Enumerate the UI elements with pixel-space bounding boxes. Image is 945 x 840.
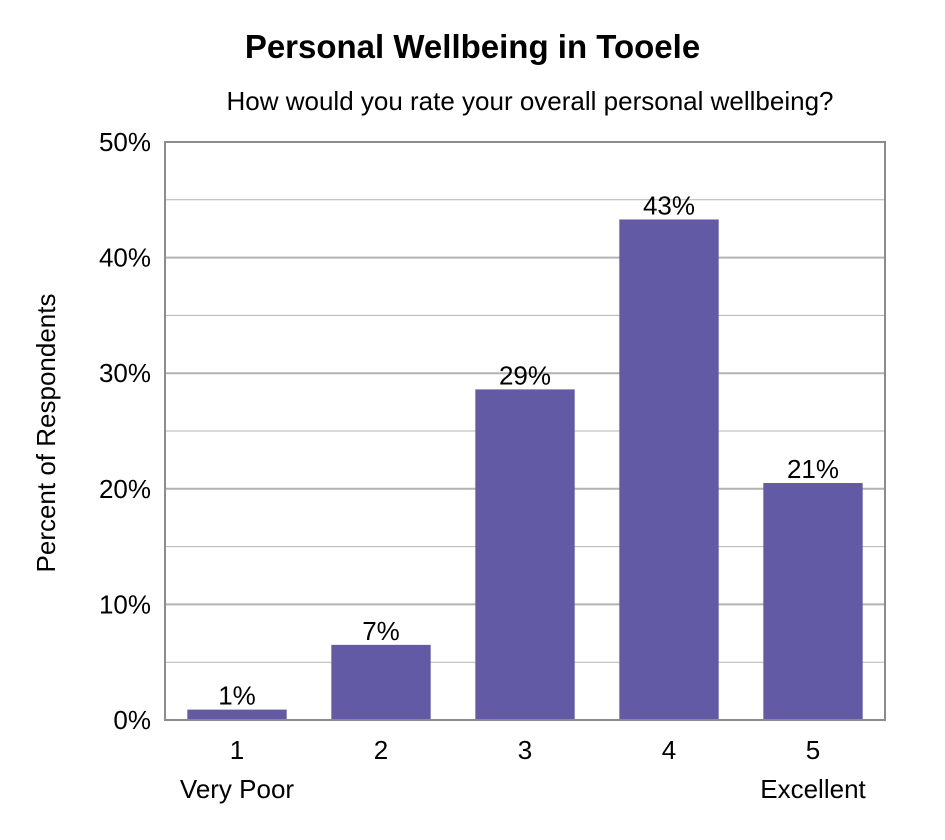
x-sublabel-5: Excellent — [760, 774, 866, 804]
bar-3 — [475, 389, 575, 720]
x-sublabel-1: Very Poor — [180, 774, 295, 804]
bar-4 — [619, 219, 719, 720]
y-axis-title: Percent of Respondents — [31, 294, 61, 573]
x-tick-label-2: 2 — [374, 735, 388, 765]
plot-border — [164, 141, 886, 721]
x-tick-label-5: 5 — [806, 735, 820, 765]
plot-frame — [164, 141, 886, 721]
x-tick-label-3: 3 — [518, 735, 532, 765]
data-label-1: 1% — [218, 681, 256, 711]
bar-2 — [331, 644, 431, 720]
y-tick-label: 0% — [113, 705, 151, 735]
data-label-3: 29% — [499, 360, 551, 390]
y-tick-label: 20% — [99, 474, 151, 504]
y-tick-label: 10% — [99, 589, 151, 619]
y-tick-label: 40% — [99, 243, 151, 273]
chart-title: Personal Wellbeing in Tooele — [244, 28, 701, 65]
bar-1 — [187, 709, 287, 720]
data-label-4: 43% — [643, 190, 695, 220]
x-tick-label-4: 4 — [662, 735, 676, 765]
chart-subtitle: How would you rate your overall personal… — [226, 86, 834, 116]
bar-5 — [763, 483, 863, 720]
y-tick-label: 30% — [99, 358, 151, 388]
data-label-2: 7% — [362, 616, 400, 646]
x-tick-label-1: 1 — [230, 735, 244, 765]
data-label-5: 21% — [787, 454, 839, 484]
bars — [187, 219, 863, 720]
labels: 0% 10% 20% 30% 40% 50% 1% 1 Very Poor 7% 2 29% 3 43% 4… — [99, 127, 867, 804]
y-tick-label: 50% — [99, 127, 151, 157]
